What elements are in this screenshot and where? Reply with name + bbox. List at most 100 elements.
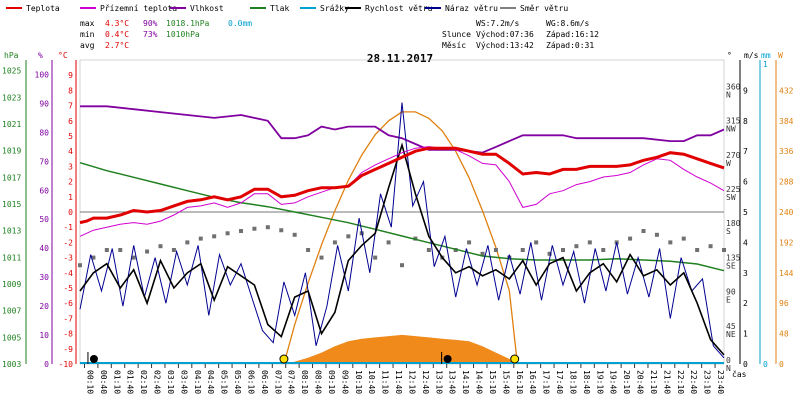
wind-direction-point [467, 240, 472, 245]
x-tick-label: 11:40 [394, 370, 403, 394]
wind-direction-point [319, 255, 324, 260]
moonset-marker [89, 355, 98, 363]
sunset-marker [510, 354, 520, 364]
x-tick-label: 03:10 [166, 370, 175, 394]
tick-label-pct: 40 [39, 244, 49, 253]
x-tick-label: 09:10 [327, 370, 336, 394]
tick-label-w: 336 [779, 147, 794, 156]
wind-direction-point [668, 240, 673, 245]
unit-w: W [778, 51, 783, 60]
stats-max-press: 1018.1hPa [166, 19, 210, 28]
stats-max-label: max [80, 19, 95, 28]
tick-label-deg: 90 [726, 288, 736, 297]
wind-direction-point [279, 228, 284, 233]
tick-label-w: 48 [779, 330, 789, 339]
tick-label-deg: 180 [726, 219, 741, 228]
wind-direction-point [212, 234, 217, 239]
tick-label-dir: SW [726, 193, 736, 202]
legend-label: Rychlost větru [365, 4, 433, 13]
tick-label-deg: 225 [726, 185, 741, 194]
legend-label: Náraz větru [445, 4, 498, 13]
tick-label-c: -1 [63, 223, 73, 232]
wind-direction-point [426, 248, 431, 252]
x-tick-label: 17:40 [555, 370, 564, 394]
tick-label-hpa: 1017 [2, 173, 21, 182]
sun-rise: Východ:07:36 [476, 30, 534, 39]
x-tick-label: 10:40 [367, 370, 376, 394]
x-tick-label: 10:10 [354, 370, 363, 394]
legend-label: Srážky [320, 4, 349, 13]
stats-min-label: min [80, 30, 95, 39]
tick-label-hpa: 1013 [2, 227, 21, 236]
tick-label-deg: 135 [726, 253, 741, 262]
wind-direction-point [493, 248, 498, 252]
x-tick-label: 22:40 [689, 370, 698, 394]
wind-ws: WS:7.2m/s [476, 19, 520, 28]
tick-label-pct: 20 [39, 302, 49, 311]
tick-label-hpa: 1009 [2, 280, 21, 289]
tick-label-dir: E [726, 296, 731, 305]
x-tick-label: 20:40 [636, 370, 645, 394]
x-axis-label: čas [732, 369, 747, 379]
x-tick-label: 15:10 [488, 370, 497, 394]
tick-label-pct: 80 [39, 128, 49, 137]
wind-direction-point [252, 226, 257, 231]
series-ground-temp [79, 146, 725, 237]
tick-label-ms: 4 [743, 238, 748, 247]
tick-label-ms: 5 [743, 208, 748, 217]
series-pressure [79, 161, 725, 272]
tick-label-deg: 315 [726, 117, 741, 126]
tick-label-c: -9 [63, 345, 73, 354]
x-tick-label: 01:10 [112, 370, 121, 394]
wind-direction-point [574, 244, 579, 249]
wind-direction-point [185, 240, 190, 245]
wind-direction-point [561, 248, 565, 252]
x-tick-label: 14:40 [475, 370, 484, 394]
tick-label-hpa: 1019 [2, 147, 21, 156]
tick-label-ms: 8 [743, 117, 748, 126]
tick-label-c: -3 [63, 254, 73, 263]
unit-pct: % [38, 51, 43, 60]
tick-label-deg: 270 [726, 151, 741, 160]
sun-label: Slunce [442, 30, 471, 39]
wind-direction-point [373, 255, 378, 260]
unit-deg: ° [727, 51, 732, 60]
tick-label-dir: N [726, 364, 731, 373]
x-tick-label: 02:10 [139, 370, 148, 394]
wind-direction-point [346, 234, 351, 239]
stats-avg-temp: 2.7°C [105, 41, 129, 50]
tick-label-pct: 0 [44, 360, 49, 369]
wind-wg: WG:8.6m/s [546, 19, 590, 28]
plot-area [78, 102, 726, 365]
sun-set: Západ:16:12 [546, 30, 599, 39]
stats-block: max 4.3°C 90% 1018.1hPa 0.0mm min 0.4°C … [80, 19, 599, 50]
moon-label: Měsíc [442, 41, 466, 50]
unit-c: °C [58, 51, 68, 60]
wind-direction-point [306, 248, 311, 252]
stats-max-hum: 90% [143, 19, 158, 28]
x-tick-label: 00:40 [99, 370, 108, 394]
tick-label-c: -4 [63, 269, 73, 278]
series-wind-speed [79, 142, 725, 356]
tick-label-ms: 9 [743, 86, 748, 95]
x-tick-label: 07:10 [273, 370, 282, 394]
tick-label-w: 192 [779, 238, 794, 247]
tick-label-ms: 3 [743, 269, 748, 278]
tick-label-c: -10 [59, 360, 74, 369]
tick-label-deg: 0 [726, 356, 731, 365]
x-tick-label: 22:10 [676, 370, 685, 394]
wind-direction-point [654, 232, 659, 237]
x-tick-label: 23:40 [716, 370, 725, 394]
tick-label-c: 6 [68, 117, 73, 126]
x-tick-label: 21:40 [662, 370, 671, 394]
x-tick-label: 19:10 [595, 370, 604, 394]
x-tick-label: 16:40 [528, 370, 537, 394]
tick-label-c: 5 [68, 132, 73, 141]
tick-label-ms: 7 [743, 147, 748, 156]
legend-label: Přízemní teplota [100, 4, 177, 13]
tick-label-pct: 100 [35, 70, 50, 79]
tick-label-c: -6 [63, 299, 73, 308]
tick-label-deg: 45 [726, 322, 736, 331]
x-tick-label: 19:40 [609, 370, 618, 394]
